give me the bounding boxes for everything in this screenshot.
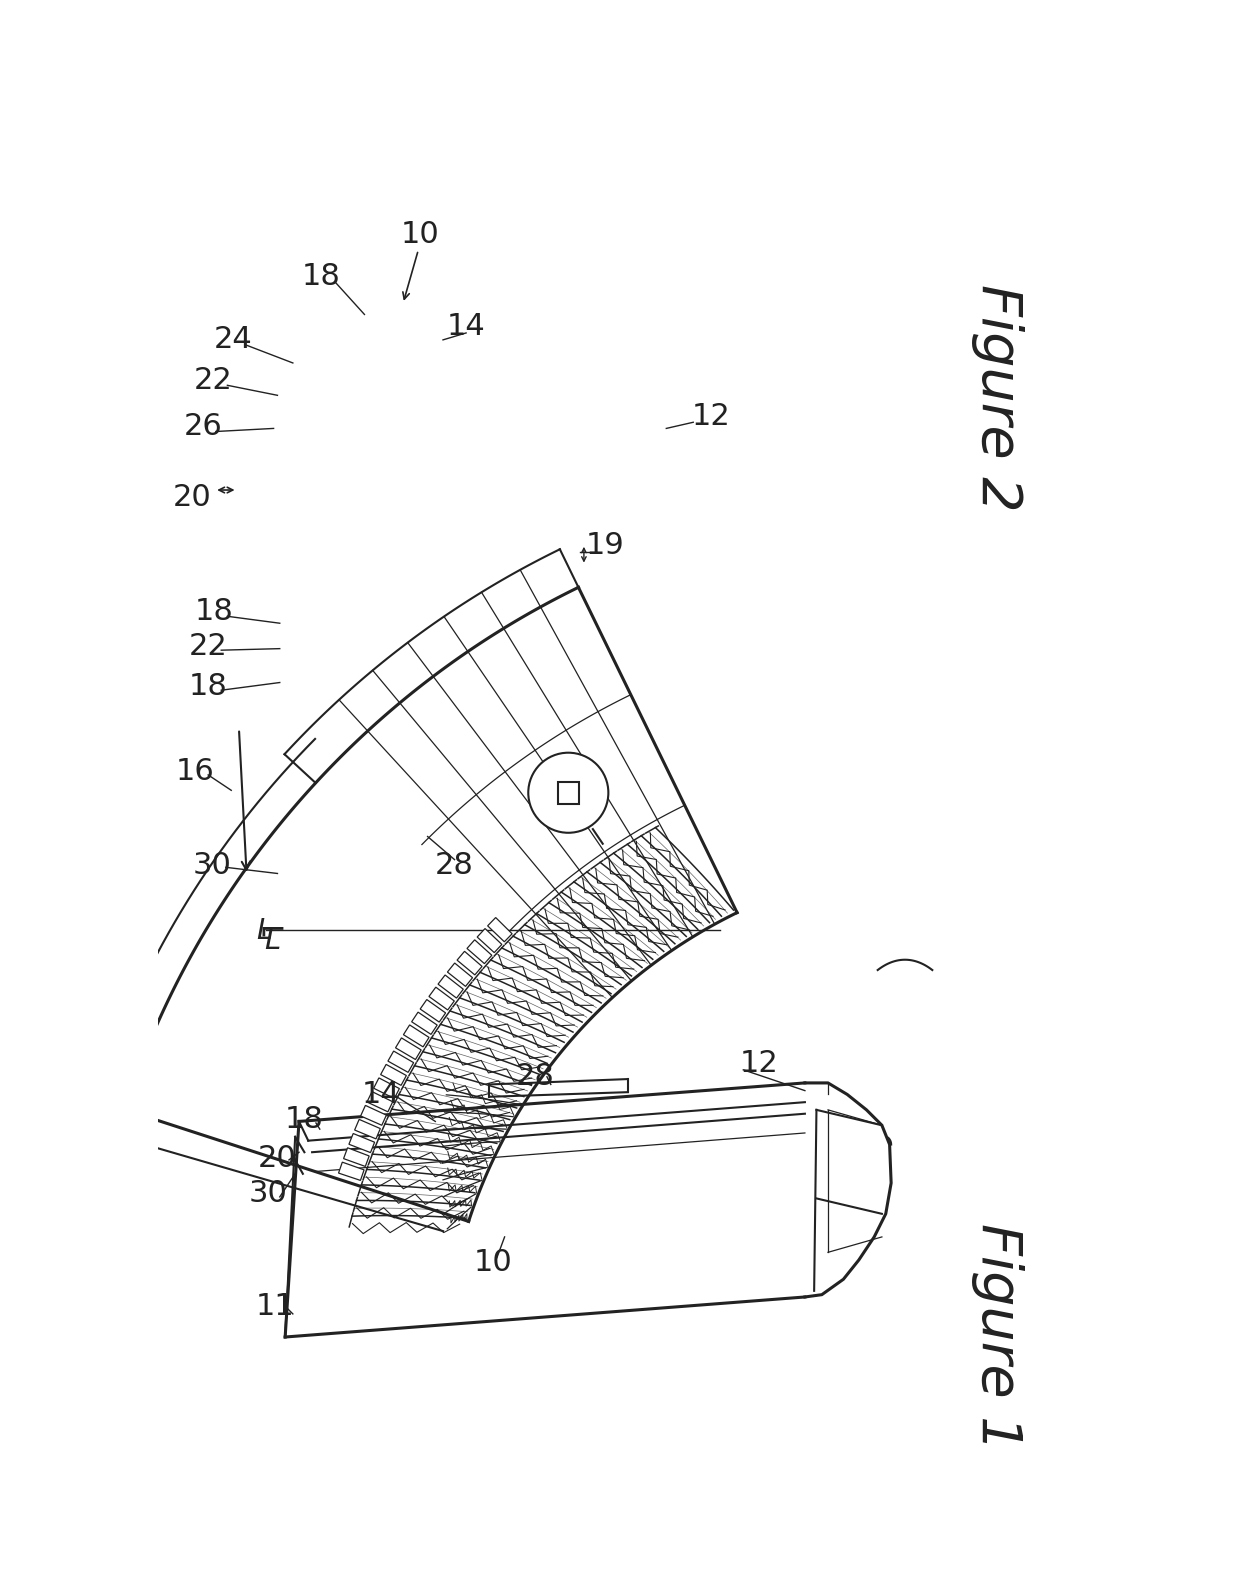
Text: 24: 24 xyxy=(213,326,252,354)
Circle shape xyxy=(528,753,609,833)
Polygon shape xyxy=(343,1148,370,1167)
Polygon shape xyxy=(420,999,445,1021)
Polygon shape xyxy=(458,952,482,975)
Polygon shape xyxy=(373,1078,399,1099)
Polygon shape xyxy=(355,1119,381,1138)
Polygon shape xyxy=(381,1064,407,1085)
Text: L: L xyxy=(264,926,280,955)
Text: 12: 12 xyxy=(692,403,730,432)
Text: Figure 1: Figure 1 xyxy=(971,1224,1024,1451)
Polygon shape xyxy=(467,939,492,964)
Text: 19: 19 xyxy=(585,531,624,560)
Text: 30: 30 xyxy=(192,851,232,881)
Polygon shape xyxy=(339,1162,365,1181)
Text: 16: 16 xyxy=(176,757,215,786)
Text: Figure 2: Figure 2 xyxy=(971,285,1024,511)
Text: ⌐: ⌐ xyxy=(258,915,286,947)
Text: 30: 30 xyxy=(249,1178,288,1208)
Text: L: L xyxy=(257,917,272,945)
Text: 18: 18 xyxy=(195,598,234,626)
Polygon shape xyxy=(487,917,512,942)
Text: 18: 18 xyxy=(301,262,341,291)
Bar xyxy=(558,783,579,803)
Polygon shape xyxy=(403,1024,429,1047)
Text: 20: 20 xyxy=(258,1145,296,1173)
Text: 18: 18 xyxy=(285,1105,324,1134)
Polygon shape xyxy=(388,1051,414,1072)
Polygon shape xyxy=(367,1091,393,1111)
Text: 22: 22 xyxy=(188,632,227,661)
Polygon shape xyxy=(396,1037,422,1059)
Text: 26: 26 xyxy=(184,413,222,441)
Polygon shape xyxy=(429,987,454,1010)
Text: 10: 10 xyxy=(401,220,439,248)
Text: 10: 10 xyxy=(474,1247,512,1277)
Polygon shape xyxy=(477,928,502,953)
Polygon shape xyxy=(438,975,464,998)
Text: 22: 22 xyxy=(195,367,233,395)
Text: 18: 18 xyxy=(188,672,228,700)
Text: 28: 28 xyxy=(435,851,474,879)
Polygon shape xyxy=(448,963,472,987)
Text: 14: 14 xyxy=(362,1080,401,1108)
Polygon shape xyxy=(361,1105,387,1126)
Text: 11: 11 xyxy=(255,1292,295,1320)
Polygon shape xyxy=(412,1012,438,1034)
Text: 12: 12 xyxy=(739,1050,777,1078)
Text: 20: 20 xyxy=(172,484,211,512)
Text: 28: 28 xyxy=(516,1062,554,1091)
Polygon shape xyxy=(348,1134,374,1153)
Text: 14: 14 xyxy=(446,313,486,341)
